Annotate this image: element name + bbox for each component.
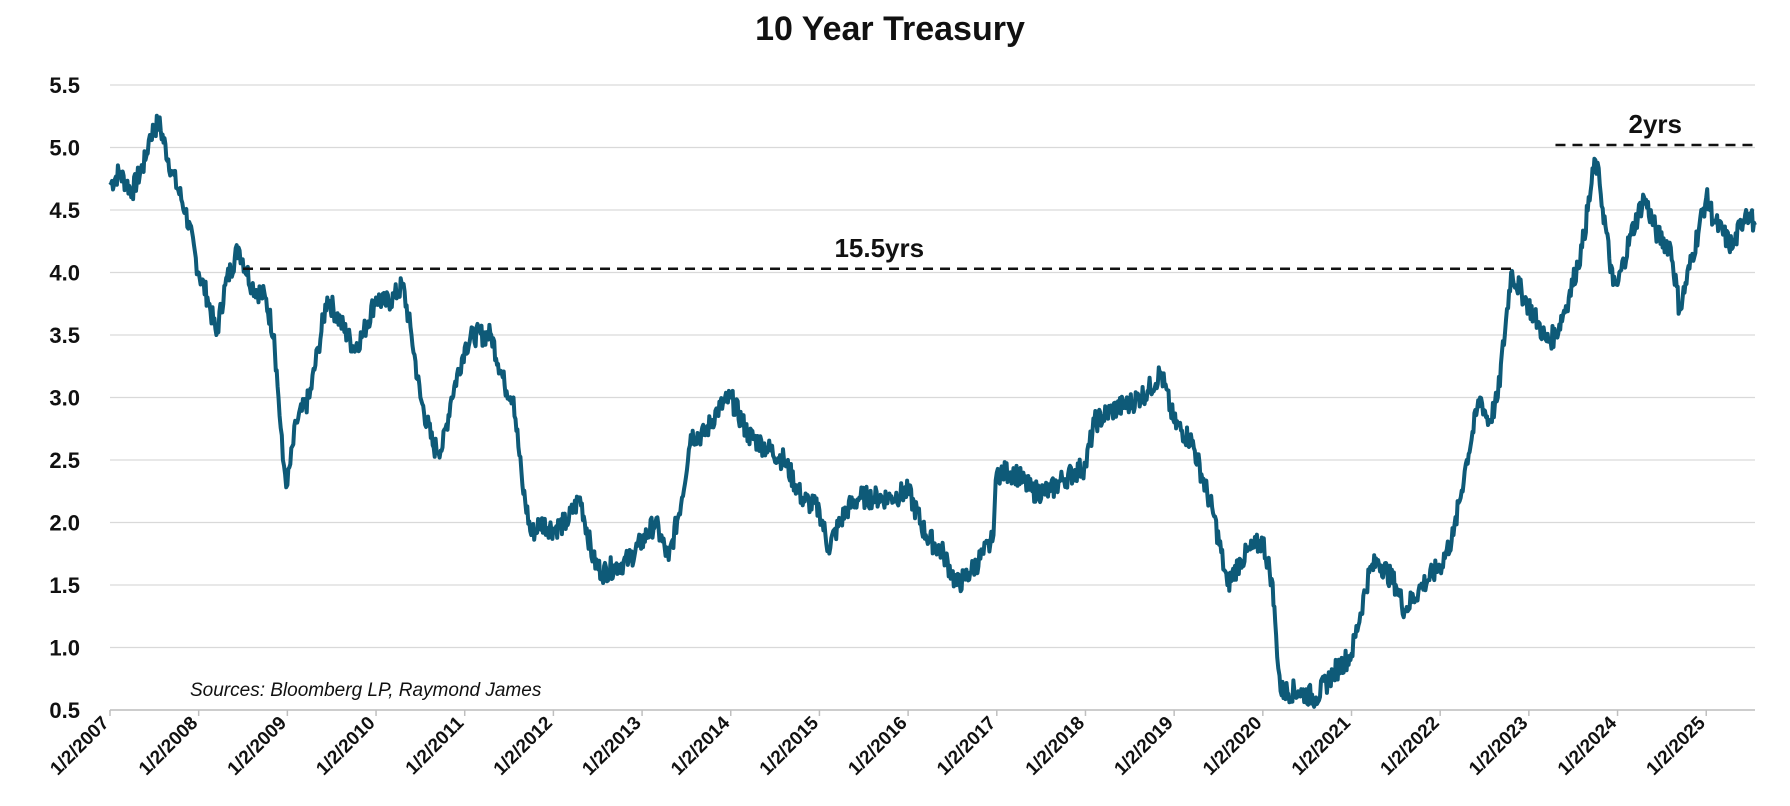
gridlines: [110, 84, 1755, 711]
x-tick-label: 1/2/2022: [1377, 713, 1444, 780]
y-tick-label: 1.5: [49, 573, 80, 598]
x-tick-label: 1/2/2009: [224, 713, 291, 780]
y-tick-label: 3.0: [49, 386, 80, 411]
annotation-label: 15.5yrs: [834, 233, 924, 263]
series-line-10y-treasury: [108, 113, 1757, 709]
y-tick-label: 3.5: [49, 323, 80, 348]
x-tick-label: 1/2/2025: [1643, 712, 1710, 779]
x-tick-label: 1/2/2020: [1199, 713, 1266, 780]
x-tick-label: 1/2/2015: [756, 712, 823, 779]
x-tick-label: 1/2/2010: [312, 713, 379, 780]
chart-title: 10 Year Treasury: [755, 10, 1025, 48]
x-axis-ticks: 1/2/2007 1/2/2008 1/2/2009 1/2/2010 1/2/2011…: [46, 710, 1710, 780]
x-tick-label: 1/2/2023: [1465, 713, 1532, 780]
series-group: [108, 113, 1757, 709]
y-axis-ticks: 5.5 5.0 4.5 4.0 3.5 3.0 2.5 2.0 1.5 1.0 0.5: [49, 73, 80, 723]
y-tick-label: 4.5: [49, 198, 80, 223]
y-tick-label: 1.0: [49, 636, 80, 661]
x-tick-label: 1/2/2024: [1554, 712, 1621, 779]
x-tick-label: 1/2/2014: [667, 712, 734, 779]
x-tick-label: 1/2/2008: [135, 713, 202, 780]
x-tick-label: 1/2/2012: [490, 713, 557, 780]
y-tick-label: 2.5: [49, 448, 80, 473]
x-tick-label: 1/2/2011: [402, 712, 469, 779]
y-tick-label: 5.5: [49, 73, 80, 98]
annotation-label: 2yrs: [1628, 109, 1682, 139]
x-tick-label: 1/2/2018: [1022, 713, 1089, 780]
y-tick-label: 5.0: [49, 136, 80, 161]
x-tick-label: 1/2/2013: [578, 713, 645, 780]
y-tick-label: 0.5: [49, 698, 80, 723]
x-tick-label: 1/2/2017: [933, 713, 1000, 780]
source-note: Sources: Bloomberg LP, Raymond James: [190, 680, 542, 701]
x-tick-label: 1/2/2021: [1288, 712, 1355, 779]
y-tick-label: 4.0: [49, 261, 80, 286]
y-tick-label: 2.0: [49, 511, 80, 536]
annotations: 15.5yrs 2yrs: [243, 109, 1755, 270]
x-tick-label: 1/2/2019: [1111, 713, 1178, 780]
x-tick-label: 1/2/2016: [844, 713, 911, 780]
